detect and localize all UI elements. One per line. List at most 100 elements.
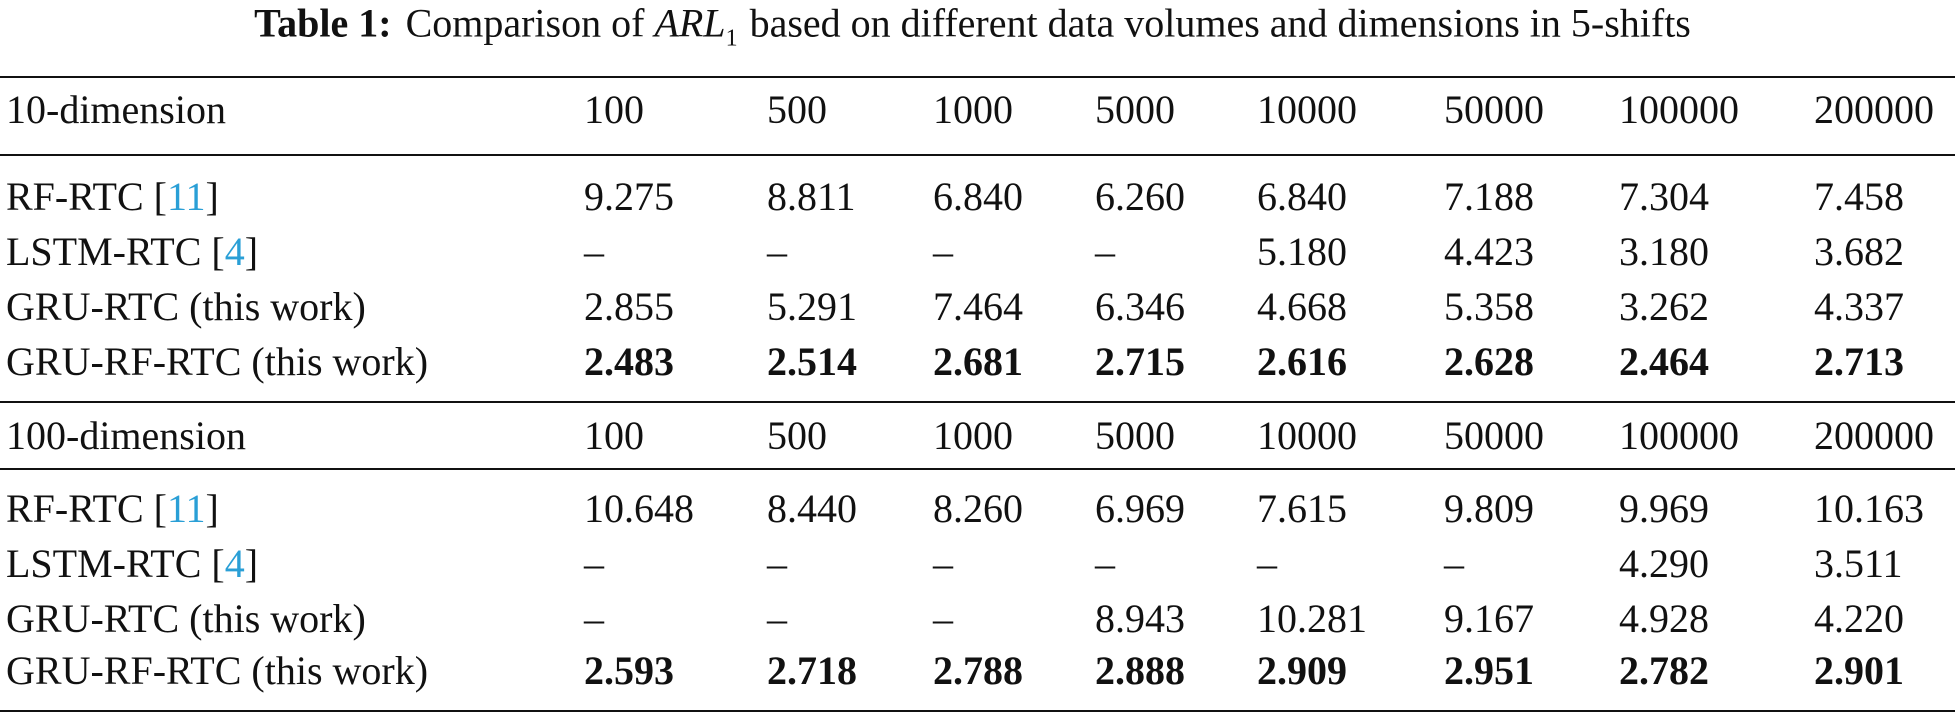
table-caption: Table 1: Comparison of ARL1 based on differ… <box>0 0 1955 52</box>
table-cell: 2.483 <box>584 339 674 384</box>
table-cell: 6.840 <box>933 174 1023 219</box>
column-header: 500 <box>767 87 827 132</box>
table-cell: 2.464 <box>1619 339 1709 384</box>
table-rule <box>0 468 1955 470</box>
table-cell: 7.464 <box>933 284 1023 329</box>
table-cell: 2.593 <box>584 648 674 693</box>
table-cell: 9.809 <box>1444 486 1534 531</box>
table-cell: – <box>933 541 953 586</box>
caption-subscript: 1 <box>725 25 738 52</box>
table-cell: 4.337 <box>1814 284 1904 329</box>
table-cell: 10.281 <box>1257 596 1367 641</box>
row-label: GRU-RTC (this work) <box>6 599 366 639</box>
table-cell: 3.682 <box>1814 229 1904 274</box>
citation-link[interactable]: 4 <box>224 229 245 274</box>
table-cell: 7.304 <box>1619 174 1709 219</box>
column-header: 10000 <box>1257 87 1357 132</box>
table-cell: – <box>767 596 787 641</box>
method-name: GRU-RTC (this work) <box>6 284 366 329</box>
column-header: 5000 <box>1095 413 1175 458</box>
column-header: 1000 <box>933 87 1013 132</box>
table-cell: 4.668 <box>1257 284 1347 329</box>
column-header: 1000 <box>933 413 1013 458</box>
table-cell: 2.681 <box>933 339 1023 384</box>
table-cell: – <box>767 541 787 586</box>
table-cell: – <box>584 596 604 641</box>
table-cell: 10.163 <box>1814 486 1924 531</box>
table-cell: – <box>1444 541 1464 586</box>
table-cell: 8.260 <box>933 486 1023 531</box>
row-label: LSTM-RTC [4] <box>6 544 258 584</box>
table-cell: 3.180 <box>1619 229 1709 274</box>
table-cell: 2.782 <box>1619 648 1709 693</box>
table-cell: 10.648 <box>584 486 694 531</box>
caption-text: based on different data volumes and dime… <box>749 0 1691 46</box>
table-cell: 2.951 <box>1444 648 1534 693</box>
table-rule <box>0 401 1955 403</box>
column-header: 100 <box>584 87 644 132</box>
table-cell: 6.840 <box>1257 174 1347 219</box>
table-rule <box>0 710 1955 712</box>
method-name: ] <box>205 486 219 531</box>
citation-link[interactable]: 11 <box>166 486 206 531</box>
table-cell: 5.180 <box>1257 229 1347 274</box>
method-name: ] <box>244 229 259 274</box>
column-header: 100000 <box>1619 413 1739 458</box>
column-header: 50000 <box>1444 413 1544 458</box>
table-cell: 8.440 <box>767 486 857 531</box>
table-cell: 9.275 <box>584 174 674 219</box>
table-cell: – <box>933 596 953 641</box>
column-header: 200000 <box>1814 87 1934 132</box>
row-label: GRU-RF-RTC (this work) <box>6 342 428 382</box>
table-cell: 2.788 <box>933 648 1023 693</box>
column-header: 10000 <box>1257 413 1357 458</box>
table-cell: 2.855 <box>584 284 674 329</box>
table-cell: 2.713 <box>1814 339 1904 384</box>
table-cell: 8.811 <box>767 174 856 219</box>
table-cell: 2.616 <box>1257 339 1347 384</box>
method-name: LSTM-RTC [ <box>6 541 225 586</box>
method-name: GRU-RTC (this work) <box>6 596 366 641</box>
row-label: RF-RTC [11] <box>6 489 219 529</box>
table-cell: 3.511 <box>1814 541 1903 586</box>
citation-link[interactable]: 11 <box>166 174 206 219</box>
table-cell: 2.901 <box>1814 648 1904 693</box>
column-header: 50000 <box>1444 87 1544 132</box>
method-name: LSTM-RTC [ <box>6 229 225 274</box>
method-name: ] <box>205 174 219 219</box>
row-label: RF-RTC [11] <box>6 177 219 217</box>
section-header: 100-dimension <box>6 413 246 458</box>
caption-symbol: ARL <box>654 0 726 46</box>
table-cell: 6.260 <box>1095 174 1185 219</box>
table-cell: – <box>1257 541 1277 586</box>
section-header: 10-dimension <box>6 87 226 132</box>
table-cell: – <box>767 229 787 274</box>
table-cell: 7.458 <box>1814 174 1904 219</box>
table-cell: – <box>1095 229 1115 274</box>
table-cell: 5.291 <box>767 284 857 329</box>
table-cell: 2.909 <box>1257 648 1347 693</box>
method-name: RF-RTC [ <box>6 174 167 219</box>
table-cell: 6.346 <box>1095 284 1185 329</box>
table-cell: – <box>933 229 953 274</box>
table-cell: 9.167 <box>1444 596 1534 641</box>
table-cell: 8.943 <box>1095 596 1185 641</box>
column-header: 100000 <box>1619 87 1739 132</box>
table-cell: 4.928 <box>1619 596 1709 641</box>
citation-link[interactable]: 4 <box>224 541 245 586</box>
column-header: 500 <box>767 413 827 458</box>
table-cell: 2.715 <box>1095 339 1185 384</box>
table-cell: 2.514 <box>767 339 857 384</box>
table-cell: 9.969 <box>1619 486 1709 531</box>
table-cell: 4.290 <box>1619 541 1709 586</box>
row-label: GRU-RF-RTC (this work) <box>6 651 428 691</box>
table-cell: 4.423 <box>1444 229 1534 274</box>
table-cell: – <box>584 229 604 274</box>
method-name: GRU-RF-RTC (this work) <box>6 339 429 384</box>
table-rule <box>0 76 1955 78</box>
table-rule <box>0 154 1955 156</box>
column-header: 100 <box>584 413 644 458</box>
table-cell: 7.188 <box>1444 174 1534 219</box>
table-cell: 5.358 <box>1444 284 1534 329</box>
row-label: GRU-RTC (this work) <box>6 287 366 327</box>
